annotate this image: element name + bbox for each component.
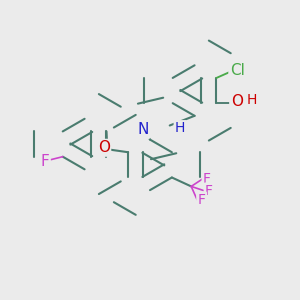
Text: O: O xyxy=(231,94,243,109)
Text: F: F xyxy=(40,154,49,169)
Text: N: N xyxy=(137,122,149,137)
Text: F: F xyxy=(203,172,211,186)
Text: Cl: Cl xyxy=(230,63,245,78)
Text: O: O xyxy=(98,140,110,155)
Text: H: H xyxy=(246,93,257,107)
Text: H: H xyxy=(175,122,185,136)
Text: F: F xyxy=(198,193,206,207)
Text: F: F xyxy=(205,184,213,198)
